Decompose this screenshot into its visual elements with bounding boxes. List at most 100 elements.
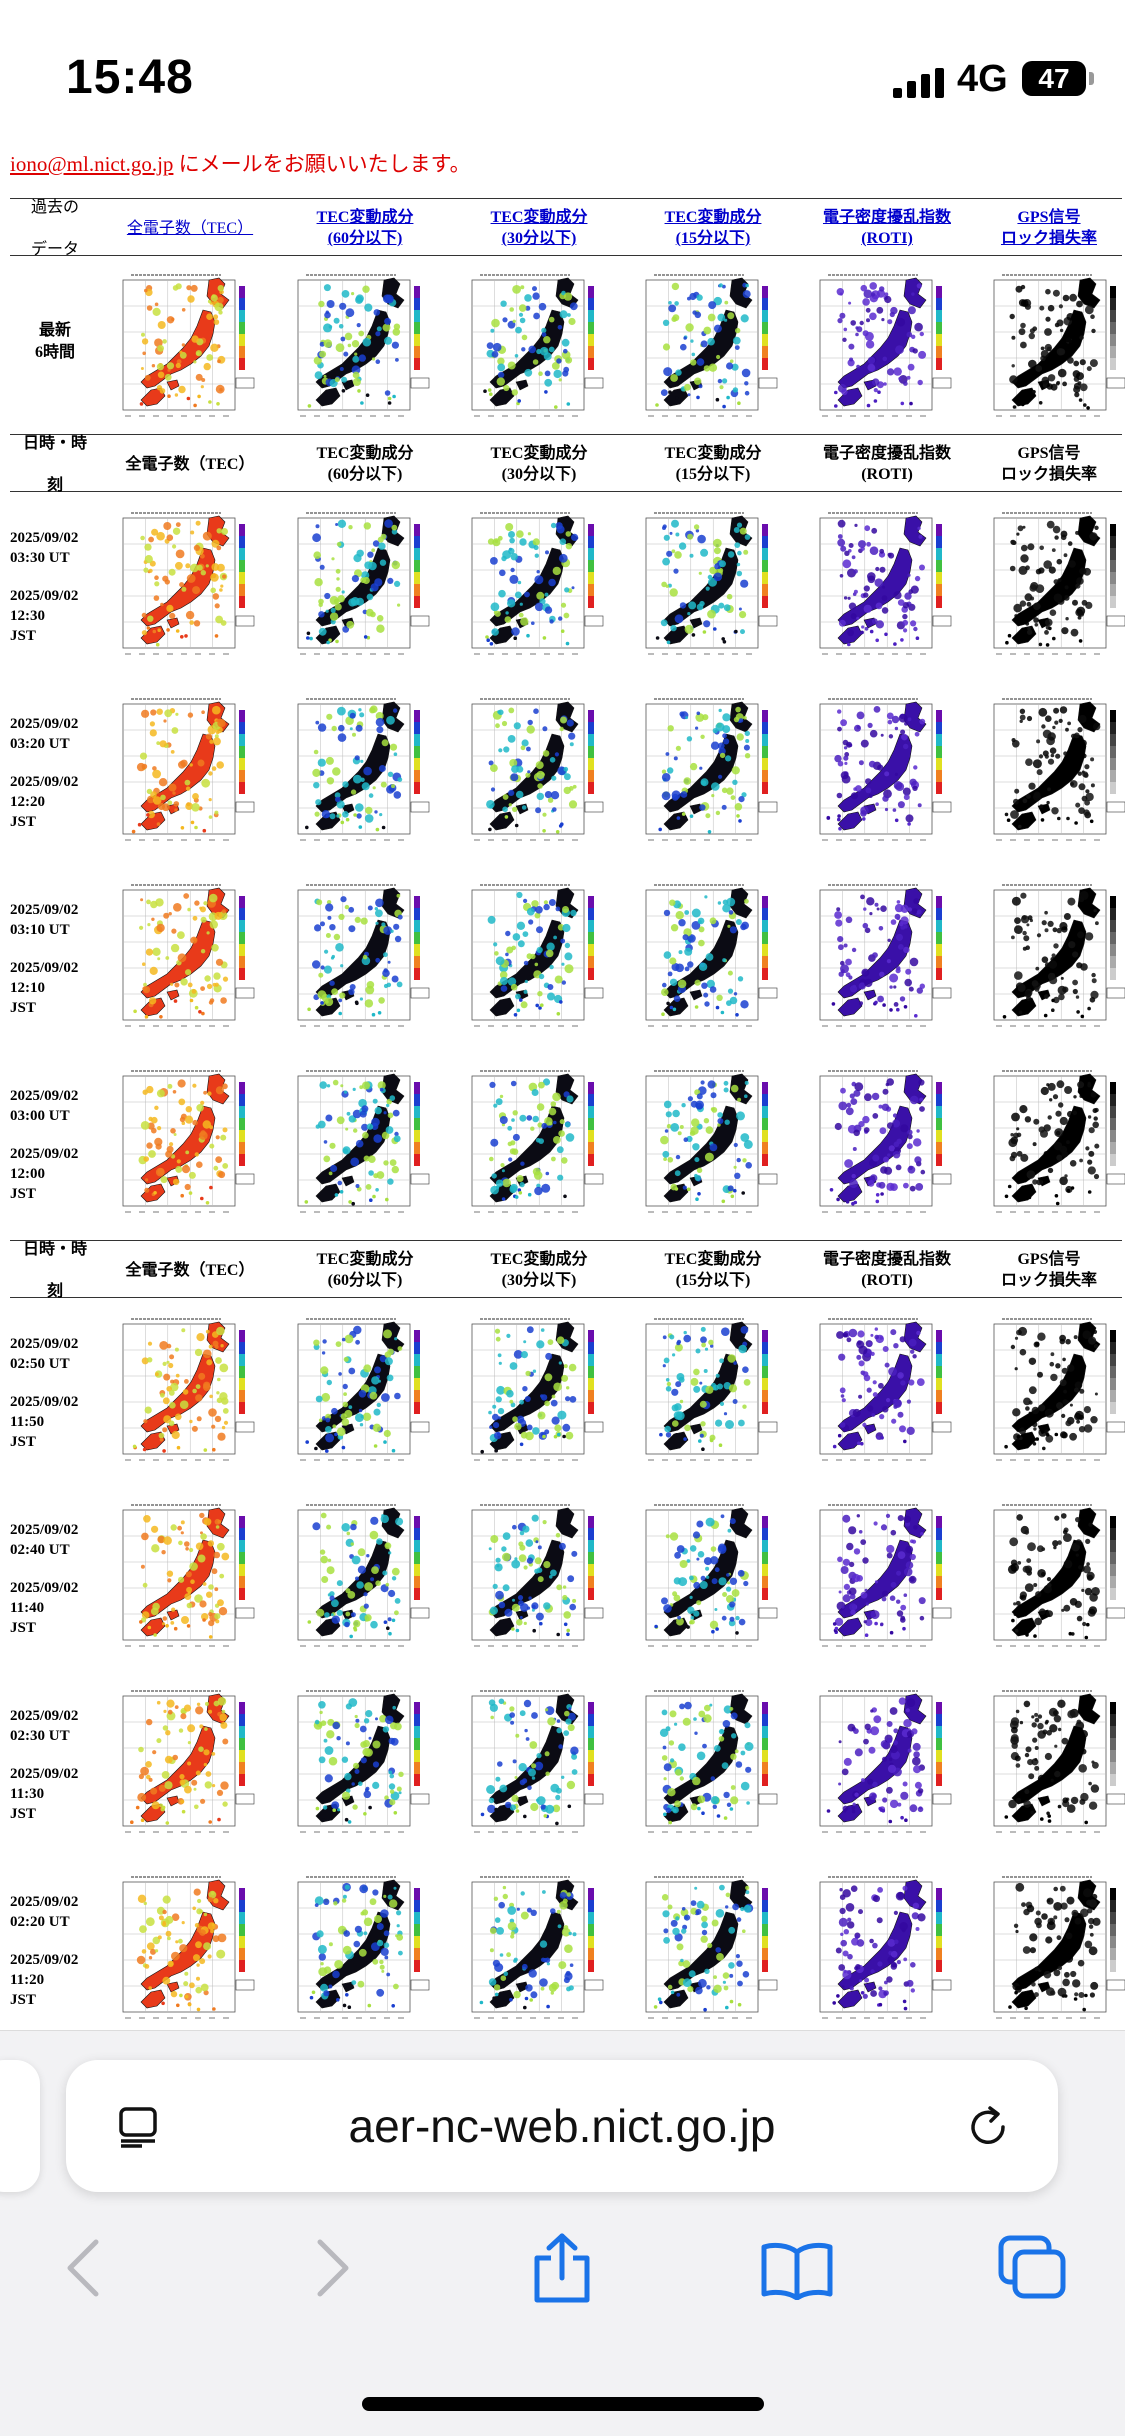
map-image — [634, 1500, 784, 1652]
map-tec-15min[interactable] — [634, 1066, 784, 1218]
row-jst1: 11:40 — [10, 1600, 45, 1616]
map-gps-lock-loss[interactable] — [982, 508, 1125, 660]
map-tec-60min[interactable] — [286, 1872, 436, 2024]
adjacent-tab-peek[interactable] — [0, 2060, 40, 2192]
map-latest-tec-15min[interactable] — [634, 270, 784, 422]
map-tec-60min[interactable] — [286, 1686, 436, 1838]
header-line2: (15分以下) — [675, 466, 751, 483]
map-roti[interactable] — [808, 1500, 958, 1652]
header-line1[interactable]: 全電子数（TEC） — [126, 219, 254, 237]
map-tec[interactable] — [111, 694, 261, 846]
map-tec-60min[interactable] — [286, 880, 436, 1032]
map-latest-tec-60min[interactable] — [286, 270, 436, 422]
map-tec[interactable] — [111, 1500, 261, 1652]
header-tec[interactable]: 全電子数（TEC） — [105, 199, 275, 257]
row-ut: 03:20 UT — [10, 736, 70, 752]
tabs-icon[interactable] — [998, 2235, 1068, 2301]
row-jst1: 12:20 — [10, 794, 45, 810]
row-jst1: 11:30 — [10, 1786, 45, 1802]
map-tec[interactable] — [111, 508, 261, 660]
map-tec[interactable] — [111, 1314, 261, 1466]
map-roti[interactable] — [808, 1872, 958, 2024]
map-latest-gps-lock-loss[interactable] — [982, 270, 1125, 422]
header-tec-15min[interactable]: TEC変動成分 (15分以下) — [628, 199, 798, 257]
map-roti[interactable] — [808, 880, 958, 1032]
row-ut: 03:30 UT — [10, 550, 70, 566]
header-line1[interactable]: TEC変動成分 — [490, 209, 588, 226]
header-gps-lock-loss[interactable]: GPS信号ロック損失率 — [976, 199, 1122, 257]
map-tec-15min[interactable] — [634, 508, 784, 660]
header-line1[interactable]: 電子密度擾乱指数 — [822, 209, 951, 226]
map-roti[interactable] — [808, 508, 958, 660]
header-line1[interactable]: GPS信号 — [1017, 209, 1081, 226]
map-tec-15min[interactable] — [634, 694, 784, 846]
map-tec[interactable] — [111, 1872, 261, 2024]
header-line2: ロック損失率 — [1000, 466, 1097, 483]
header-line2: (30分以下) — [501, 1272, 577, 1289]
share-icon[interactable] — [531, 2232, 593, 2304]
map-tec-60min[interactable] — [286, 508, 436, 660]
header-line2[interactable]: (15分以下) — [675, 230, 751, 247]
email-link[interactable]: iono@ml.nict.go.jp — [10, 152, 174, 176]
map-roti[interactable] — [808, 694, 958, 846]
map-tec-30min[interactable] — [460, 880, 610, 1032]
header-line2[interactable]: (ROTI) — [861, 230, 913, 247]
header-line1: TEC変動成分 — [316, 445, 414, 462]
header-line2: (ROTI) — [861, 466, 913, 483]
map-gps-lock-loss[interactable] — [982, 1314, 1125, 1466]
map-tec-30min[interactable] — [460, 1314, 610, 1466]
url-text[interactable]: aer-nc-web.nict.go.jp — [348, 2100, 776, 2152]
map-gps-lock-loss[interactable] — [982, 880, 1125, 1032]
map-gps-lock-loss[interactable] — [982, 1872, 1125, 2024]
header-line2[interactable]: (60分以下) — [327, 230, 403, 247]
forward-icon[interactable] — [308, 2238, 354, 2298]
header-line2[interactable]: ロック損失率 — [1000, 230, 1097, 247]
header-line1[interactable]: TEC変動成分 — [316, 209, 414, 226]
header-tec-30min[interactable]: TEC変動成分 (30分以下) — [454, 199, 624, 257]
map-latest-tec[interactable] — [111, 270, 261, 422]
back-icon[interactable] — [62, 2238, 108, 2298]
map-image — [982, 1686, 1125, 1838]
bookmarks-icon[interactable] — [760, 2240, 834, 2301]
map-image — [634, 1066, 784, 1218]
map-tec-15min[interactable] — [634, 880, 784, 1032]
map-gps-lock-loss[interactable] — [982, 1686, 1125, 1838]
map-tec-60min[interactable] — [286, 694, 436, 846]
battery-icon: 47 — [1022, 61, 1086, 96]
map-gps-lock-loss[interactable] — [982, 694, 1125, 846]
map-tec-30min[interactable] — [460, 1500, 610, 1652]
map-tec-30min[interactable] — [460, 1066, 610, 1218]
map-tec-15min[interactable] — [634, 1314, 784, 1466]
map-tec-30min[interactable] — [460, 694, 610, 846]
map-roti[interactable] — [808, 1314, 958, 1466]
map-tec[interactable] — [111, 1066, 261, 1218]
address-bar[interactable]: aer-nc-web.nict.go.jp — [66, 2060, 1058, 2192]
header-roti[interactable]: 電子密度擾乱指数 (ROTI) — [802, 199, 972, 257]
map-tec-15min[interactable] — [634, 1500, 784, 1652]
header-line2[interactable]: (30分以下) — [501, 230, 577, 247]
map-tec-60min[interactable] — [286, 1066, 436, 1218]
map-image — [111, 1872, 261, 2024]
header-tec-60min[interactable]: TEC変動成分 (60分以下) — [280, 199, 450, 257]
map-tec-60min[interactable] — [286, 1314, 436, 1466]
map-tec[interactable] — [111, 1686, 261, 1838]
header-tec-30min: TEC変動成分 (30分以下) — [454, 1241, 624, 1299]
map-tec-30min[interactable] — [460, 508, 610, 660]
map-roti[interactable] — [808, 1686, 958, 1838]
map-gps-lock-loss[interactable] — [982, 1066, 1125, 1218]
map-latest-roti[interactable] — [808, 270, 958, 422]
map-tec-60min[interactable] — [286, 1500, 436, 1652]
map-roti[interactable] — [808, 1066, 958, 1218]
map-tec-15min[interactable] — [634, 1872, 784, 2024]
map-image — [982, 1500, 1125, 1652]
row-date-jst: 2025/09/02 — [10, 1580, 79, 1596]
map-gps-lock-loss[interactable] — [982, 1500, 1125, 1652]
map-latest-tec-30min[interactable] — [460, 270, 610, 422]
map-tec-30min[interactable] — [460, 1872, 610, 2024]
map-tec-15min[interactable] — [634, 1686, 784, 1838]
header-line1[interactable]: TEC変動成分 — [664, 209, 762, 226]
map-tec[interactable] — [111, 880, 261, 1032]
reader-mode-icon[interactable] — [118, 2106, 162, 2148]
reload-icon[interactable] — [963, 2102, 1013, 2152]
map-tec-30min[interactable] — [460, 1686, 610, 1838]
